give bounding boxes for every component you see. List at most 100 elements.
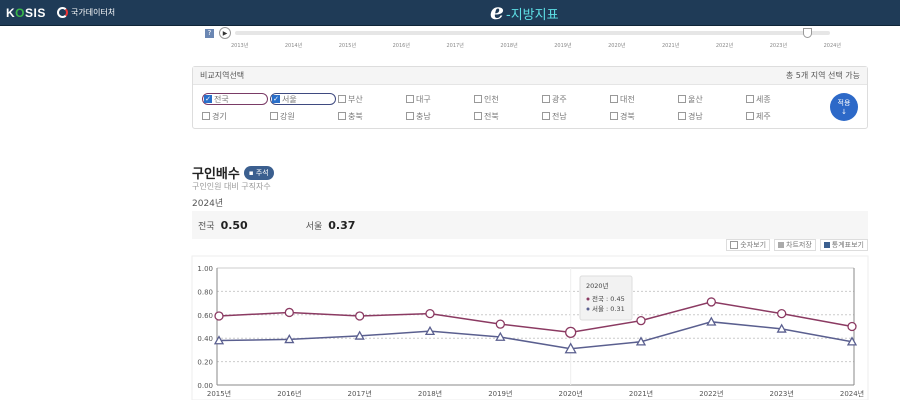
checkbox[interactable]: ✓	[204, 95, 212, 103]
x-tick-label: 2017년	[348, 389, 372, 398]
region-checkbox-5[interactable]: 광주	[542, 93, 610, 105]
data-point	[565, 326, 577, 339]
region-checkbox-13[interactable]: 전북	[474, 110, 542, 122]
brand-logo[interactable]: e -지방지표	[490, 0, 559, 25]
checkbox[interactable]	[678, 95, 686, 103]
checkbox[interactable]	[406, 95, 414, 103]
top-header: KOSIS 국가데이터처 e -지방지표	[0, 0, 900, 26]
kosis-logo[interactable]: KOSIS	[6, 6, 46, 20]
x-tick-label: 2020년	[559, 389, 583, 398]
y-tick-label: 0.80	[197, 288, 213, 296]
region-checkbox-7[interactable]: 울산	[678, 93, 746, 105]
data-point	[424, 325, 436, 336]
checkbox[interactable]	[610, 95, 618, 103]
tooltip-marker	[586, 307, 590, 311]
indicator-year: 2024년	[192, 199, 224, 209]
timeline-year[interactable]: 2015년	[338, 43, 357, 49]
timeline-handle[interactable]	[803, 28, 812, 38]
region-checkbox-11[interactable]: 충북	[338, 110, 406, 122]
region-checkbox-10[interactable]: 강원	[270, 110, 338, 122]
checkbox[interactable]	[542, 95, 550, 103]
checkbox[interactable]	[474, 112, 482, 120]
region-checkbox-17[interactable]: 제주	[746, 110, 814, 122]
timeline-year[interactable]: 2018년	[500, 43, 518, 49]
region-checkbox-0[interactable]: ✓ 전국	[202, 93, 268, 105]
region-checkbox-14[interactable]: 전남	[542, 110, 610, 122]
timeline-year[interactable]: 2020년	[608, 43, 626, 49]
note-badge[interactable]: ▪ 주석	[243, 165, 274, 180]
checkbox[interactable]	[406, 112, 414, 120]
data-point	[847, 321, 857, 332]
tooltip-row: 전국 : 0.45	[592, 294, 625, 303]
tooltip-marker	[586, 297, 590, 301]
checkbox[interactable]	[270, 112, 278, 120]
timeline-year[interactable]: 2022년	[715, 43, 734, 49]
checkbox[interactable]	[202, 112, 210, 120]
checkbox[interactable]	[338, 112, 346, 120]
compare-title: 비교지역선택	[200, 71, 245, 80]
data-point	[284, 307, 294, 318]
emblem-icon	[57, 7, 68, 18]
timeline-year[interactable]: 2017년	[446, 43, 464, 49]
save-chart-button[interactable]: 차트저장	[774, 239, 816, 251]
data-point	[355, 311, 365, 321]
y-tick-label: 0.00	[197, 382, 213, 390]
apply-button[interactable]: 적용 ↓	[830, 93, 858, 121]
data-point	[564, 342, 577, 354]
timeline-year[interactable]: 2024년	[823, 43, 841, 49]
region-checkbox-3[interactable]: 대구	[406, 93, 474, 105]
timeline-year[interactable]: 2016년	[392, 43, 410, 49]
checkbox[interactable]	[474, 95, 482, 103]
checkbox[interactable]	[746, 112, 754, 120]
indicator-title: 구인배수 ▪ 주석	[192, 163, 274, 182]
region-checkbox-4[interactable]: 인천	[474, 93, 542, 105]
play-button[interactable]: ▶	[219, 27, 231, 39]
region-checkbox-8[interactable]: 세종	[746, 93, 814, 105]
series-line-1	[218, 321, 853, 350]
data-point	[635, 336, 647, 346]
timeline-years: 2013년 2014년 2015년 2016년 2017년 2018년 2019년 2020년…	[231, 42, 841, 49]
timeline-slider[interactable]	[235, 31, 830, 35]
region-checkbox-15[interactable]: 경북	[610, 110, 678, 122]
checkbox[interactable]: ✓	[272, 95, 280, 103]
org-logo[interactable]: 국가데이터처	[57, 7, 115, 18]
save-icon	[778, 242, 785, 248]
region-checkbox-2[interactable]: 부산	[338, 93, 406, 105]
table-icon	[823, 242, 830, 248]
x-tick-label: 2019년	[488, 389, 512, 398]
region-checkbox-1[interactable]: ✓ 서울	[270, 93, 336, 105]
summary-bar: 전국 0.50 서울 0.37	[192, 211, 868, 239]
data-point	[495, 319, 505, 329]
timeline-year[interactable]: 2023년	[769, 43, 788, 49]
compare-region-panel: 비교지역선택 총 5개 지역 선택 가능 ✓ 전국 ✓ 서울 부산 대구 인천 광주 대전 울산 세종…	[192, 66, 868, 129]
y-tick-label: 0.20	[197, 359, 213, 367]
region-checkbox-6[interactable]: 대전	[610, 93, 678, 105]
y-tick-label: 0.60	[197, 312, 213, 320]
x-tick-label: 2023년	[770, 389, 794, 398]
data-point	[706, 316, 717, 326]
checkbox[interactable]	[746, 95, 754, 103]
show-values-toggle[interactable]: 숫자보기	[726, 239, 771, 251]
checkbox[interactable]	[610, 112, 618, 120]
checkbox[interactable]	[730, 241, 739, 249]
data-point	[425, 308, 435, 319]
tooltip	[579, 275, 633, 321]
x-tick-label: 2016년	[277, 389, 301, 398]
data-point	[636, 315, 646, 326]
timeline-year[interactable]: 2019년	[554, 43, 572, 49]
checkbox[interactable]	[338, 95, 346, 103]
region-checkbox-9[interactable]: 경기	[202, 110, 270, 122]
checkbox[interactable]	[678, 112, 686, 120]
view-table-button[interactable]: 통계표보기	[819, 239, 868, 251]
x-tick-label: 2024년	[840, 389, 864, 398]
help-button[interactable]: ?	[205, 29, 214, 38]
timeline-year[interactable]: 2021년	[662, 43, 680, 49]
timeline-year[interactable]: 2014년	[284, 43, 303, 49]
region-checkbox-12[interactable]: 충남	[406, 110, 474, 122]
region-checkbox-16[interactable]: 경남	[678, 110, 746, 122]
x-tick-label: 2018년	[418, 389, 442, 398]
compare-hint: 총 5개 지역 선택 가능	[785, 71, 860, 80]
checkbox[interactable]	[542, 112, 550, 120]
year-timeline: ? ▶ 2013년 2014년 2015년 2016년 2017년 2018년 2019년 2…	[205, 27, 841, 49]
timeline-year[interactable]: 2013년	[231, 43, 249, 49]
